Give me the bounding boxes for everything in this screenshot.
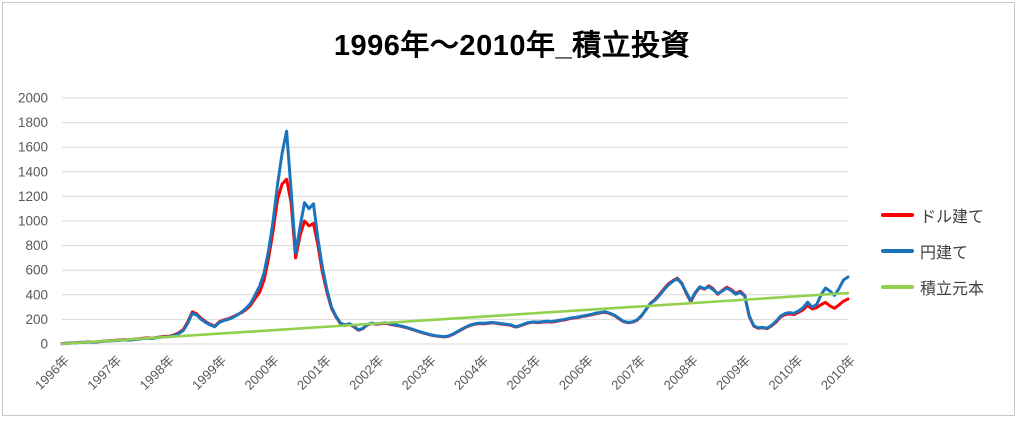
legend-item-principal: 積立元本 [881, 278, 985, 298]
x-axis-tick-label: 2010年 [818, 353, 858, 393]
y-axis-tick-label: 1600 [18, 140, 48, 155]
legend-label-yen: 円建て [920, 245, 969, 262]
x-axis-tick-label: 2008年 [661, 353, 701, 393]
x-axis-tick-label: 2006年 [556, 353, 596, 393]
legend: ドル建て 円建て 積立元本 [881, 206, 985, 298]
y-axis-tick-label: 0 [40, 337, 48, 352]
x-axis-tick-label: 1996年 [32, 353, 72, 393]
series-line-principal [60, 291, 850, 346]
legend-line-dollar-icon [881, 213, 914, 217]
y-axis-tick-label: 200 [25, 312, 48, 327]
x-axis-tick-label: 1999年 [189, 353, 229, 393]
x-axis-tick-label: 2000年 [241, 353, 281, 393]
y-axis-tick-label: 1200 [18, 189, 48, 204]
x-axis-tick-label: 2001年 [294, 353, 334, 393]
x-axis-tick-label: 2007年 [608, 353, 648, 393]
legend-line-yen-icon [881, 249, 914, 253]
y-axis-tick-label: 1800 [18, 115, 48, 130]
series-line-yen [60, 129, 850, 346]
x-axis-tick-label: 2009年 [713, 353, 753, 393]
y-axis-tick-label: 1400 [18, 164, 48, 179]
legend-item-dollar: ドル建て [881, 206, 985, 226]
x-axis-tick-label: 2003年 [399, 353, 439, 393]
legend-line-principal-icon [881, 285, 914, 289]
x-axis-tick-label: 2010年 [765, 353, 805, 393]
y-axis-tick-label: 800 [25, 238, 48, 253]
x-axis-tick-label: 2004年 [451, 353, 491, 393]
legend-label-dollar: ドル建て [920, 209, 985, 226]
y-axis-tick-label: 1000 [18, 214, 48, 229]
y-axis-tick-label: 2000 [18, 91, 48, 106]
x-axis-tick-label: 1998年 [137, 353, 177, 393]
x-axis-tick-label: 2005年 [503, 353, 543, 393]
legend-item-yen: 円建て [881, 242, 984, 262]
y-axis-tick-label: 600 [25, 263, 48, 278]
y-axis-tick-label: 400 [25, 287, 48, 302]
x-axis-tick-label: 2002年 [346, 353, 386, 393]
x-axis-tick-label: 1997年 [84, 353, 124, 393]
legend-label-principal: 積立元本 [920, 281, 985, 298]
chart-title: 1996年～2010年_積立投資 [333, 30, 691, 62]
